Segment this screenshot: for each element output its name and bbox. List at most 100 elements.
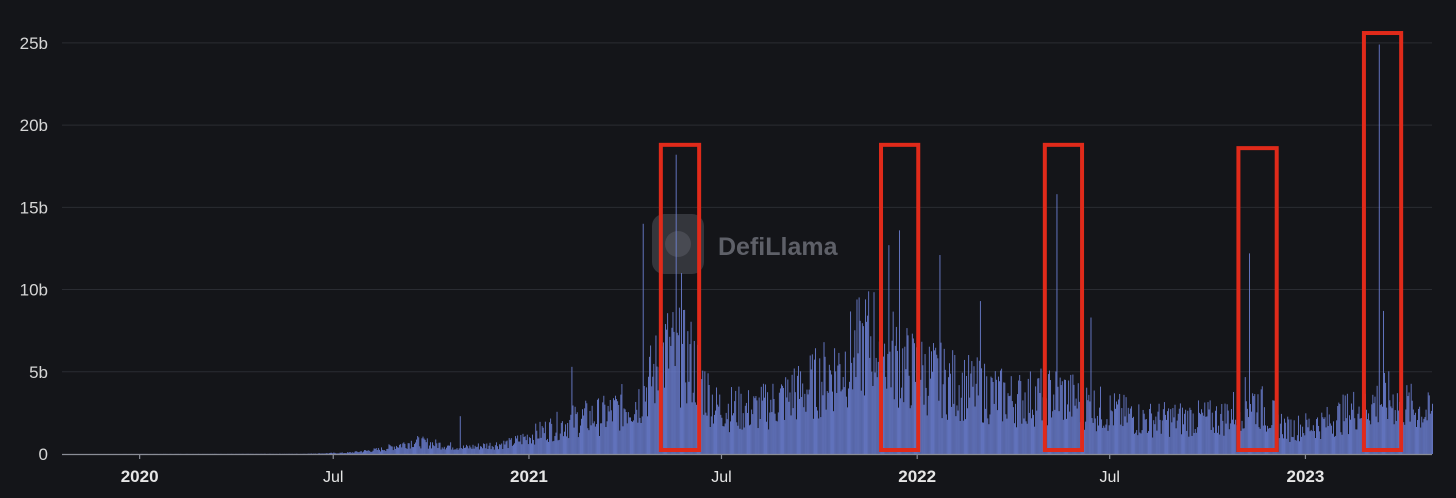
bar — [599, 435, 600, 454]
bar — [1028, 412, 1030, 454]
bar — [1413, 414, 1415, 454]
bar — [1119, 393, 1121, 454]
bar — [648, 376, 649, 454]
bar — [1094, 418, 1096, 454]
bar — [492, 446, 494, 454]
bar — [971, 361, 973, 454]
bar — [1075, 398, 1077, 454]
bar — [350, 452, 352, 454]
bar — [675, 154, 677, 454]
bar — [949, 363, 950, 454]
bar — [401, 447, 403, 454]
bar — [604, 404, 606, 454]
bar — [384, 450, 386, 454]
bar — [400, 444, 402, 454]
bar — [588, 430, 590, 454]
bar — [1087, 400, 1089, 454]
bar — [975, 383, 977, 454]
bar — [478, 449, 480, 454]
bar — [381, 447, 382, 454]
bar — [1418, 408, 1420, 454]
bar — [1386, 407, 1388, 454]
bar — [1211, 412, 1213, 454]
bar — [1145, 419, 1147, 454]
bar — [1389, 400, 1391, 454]
bar — [1078, 401, 1080, 454]
bar — [1035, 386, 1037, 454]
bar — [1058, 411, 1060, 454]
bar — [695, 404, 697, 454]
bar — [1305, 413, 1307, 454]
bar — [1292, 437, 1294, 454]
bar — [967, 408, 969, 454]
bar — [1242, 428, 1244, 454]
defillama-logo-mark — [665, 231, 691, 257]
bar — [904, 346, 906, 454]
bar — [977, 395, 979, 454]
bar — [411, 447, 413, 454]
bar — [1336, 420, 1338, 454]
bar — [449, 445, 451, 454]
bar — [1011, 401, 1013, 454]
bar — [638, 389, 640, 454]
bar — [398, 447, 399, 454]
bar — [510, 438, 512, 454]
bar — [1234, 424, 1236, 454]
bar — [534, 444, 536, 454]
highlight-box-3 — [1042, 142, 1085, 452]
bar — [1287, 416, 1289, 454]
bar — [784, 419, 786, 454]
bar — [810, 369, 812, 454]
bar — [1306, 419, 1308, 454]
bar — [1109, 395, 1111, 454]
bar — [1073, 384, 1075, 454]
bar — [1136, 430, 1138, 454]
bar — [1168, 408, 1170, 454]
bar — [360, 451, 362, 454]
bar — [380, 451, 381, 454]
bar — [551, 423, 553, 454]
bar — [628, 417, 630, 454]
bar — [1088, 394, 1090, 454]
bar — [1318, 425, 1320, 454]
bar — [933, 343, 934, 454]
bar — [1138, 404, 1140, 454]
bar — [1419, 406, 1421, 454]
bar — [1055, 371, 1057, 454]
bar — [1118, 399, 1120, 454]
bar — [1378, 44, 1380, 454]
bar — [559, 433, 561, 454]
bar — [1271, 425, 1273, 454]
bar — [528, 437, 530, 454]
bar — [1220, 413, 1222, 454]
bar — [1121, 408, 1123, 454]
bar — [502, 449, 504, 454]
bar — [667, 313, 669, 454]
bar — [521, 444, 523, 454]
bar — [440, 449, 442, 454]
bar — [374, 448, 376, 454]
bar — [1051, 417, 1053, 454]
bar — [1001, 368, 1003, 454]
bar — [773, 399, 775, 454]
bar — [724, 423, 726, 454]
bar — [1247, 417, 1249, 454]
bar — [777, 412, 779, 454]
bar — [1409, 421, 1411, 454]
bar — [652, 376, 654, 454]
bar — [1008, 396, 1010, 454]
bar — [1054, 409, 1056, 454]
bar — [1208, 409, 1210, 454]
bar — [802, 383, 804, 454]
bar — [468, 448, 470, 454]
bar — [377, 447, 379, 454]
bar — [1428, 395, 1430, 454]
bar — [439, 442, 441, 454]
bar — [339, 452, 341, 454]
bar — [1106, 419, 1108, 454]
bar — [795, 419, 797, 454]
bar — [1302, 426, 1304, 454]
bar — [623, 408, 625, 454]
bar — [414, 444, 415, 454]
bar — [450, 442, 452, 454]
